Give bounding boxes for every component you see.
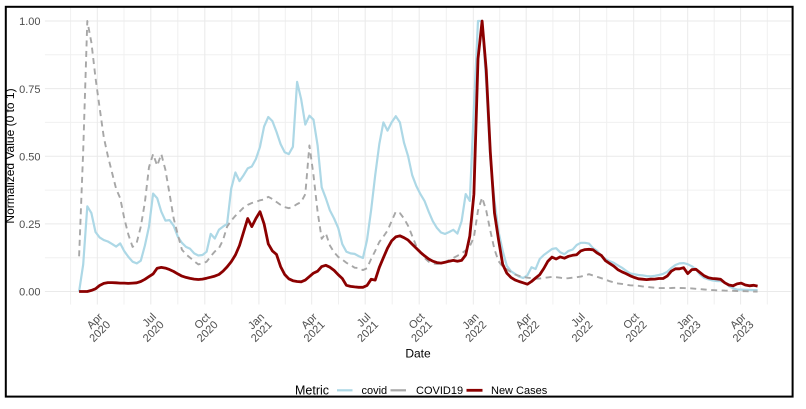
- svg-text:New Cases: New Cases: [491, 385, 548, 397]
- svg-text:Metric: Metric: [295, 383, 329, 397]
- svg-text:0.50: 0.50: [19, 151, 40, 163]
- svg-text:Date: Date: [405, 347, 431, 361]
- svg-text:0.25: 0.25: [19, 219, 40, 231]
- svg-text:0.00: 0.00: [19, 287, 40, 299]
- svg-text:1.00: 1.00: [19, 16, 40, 28]
- svg-text:COVID19: COVID19: [416, 385, 463, 397]
- svg-text:covid: covid: [362, 385, 388, 397]
- svg-text:0.75: 0.75: [19, 84, 40, 96]
